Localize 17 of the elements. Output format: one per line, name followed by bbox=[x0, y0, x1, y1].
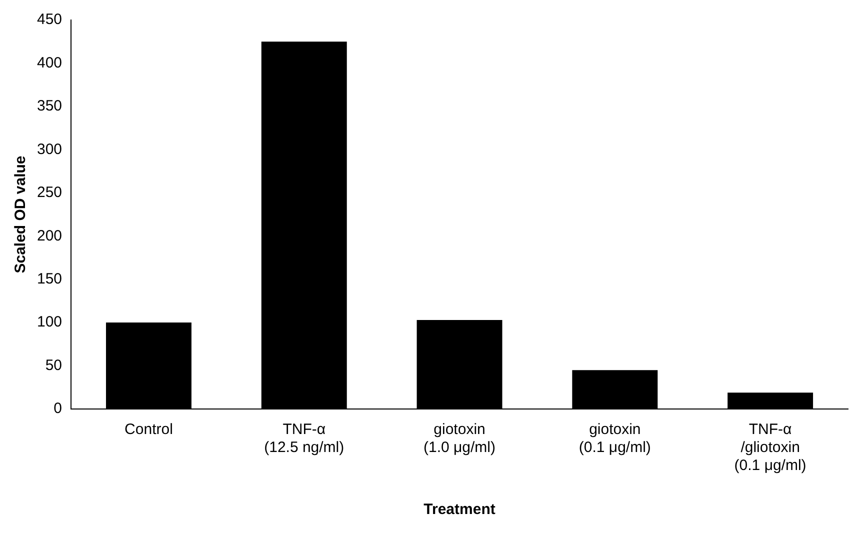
y-tick-label: 450 bbox=[36, 11, 62, 28]
y-tick-label: 150 bbox=[36, 270, 62, 288]
y-tick-label: 250 bbox=[36, 184, 62, 202]
y-tick-label: 0 bbox=[54, 400, 62, 418]
x-tick-label: giotoxin (1.0 μg/ml) bbox=[424, 421, 496, 456]
y-tick-label: 50 bbox=[45, 356, 62, 374]
y-axis-title: Scaled OD value bbox=[12, 156, 30, 274]
y-tick-label: 350 bbox=[36, 98, 62, 115]
y-tick-label: 400 bbox=[36, 54, 62, 72]
x-tick-label: giotoxin (0.1 μg/ml) bbox=[578, 421, 651, 456]
x-tick-label: Control bbox=[124, 421, 173, 438]
x-axis-title: Treatment bbox=[424, 501, 496, 518]
y-tick-label: 100 bbox=[36, 314, 62, 331]
y-tick-label: 300 bbox=[36, 140, 62, 158]
x-tick-label: TNF-α /gliotoxin (0.1 μg/ml) bbox=[734, 421, 806, 474]
y-tick-label: 200 bbox=[36, 227, 62, 244]
x-tick-label: TNF-α (12.5 ng/ml) bbox=[264, 421, 344, 456]
